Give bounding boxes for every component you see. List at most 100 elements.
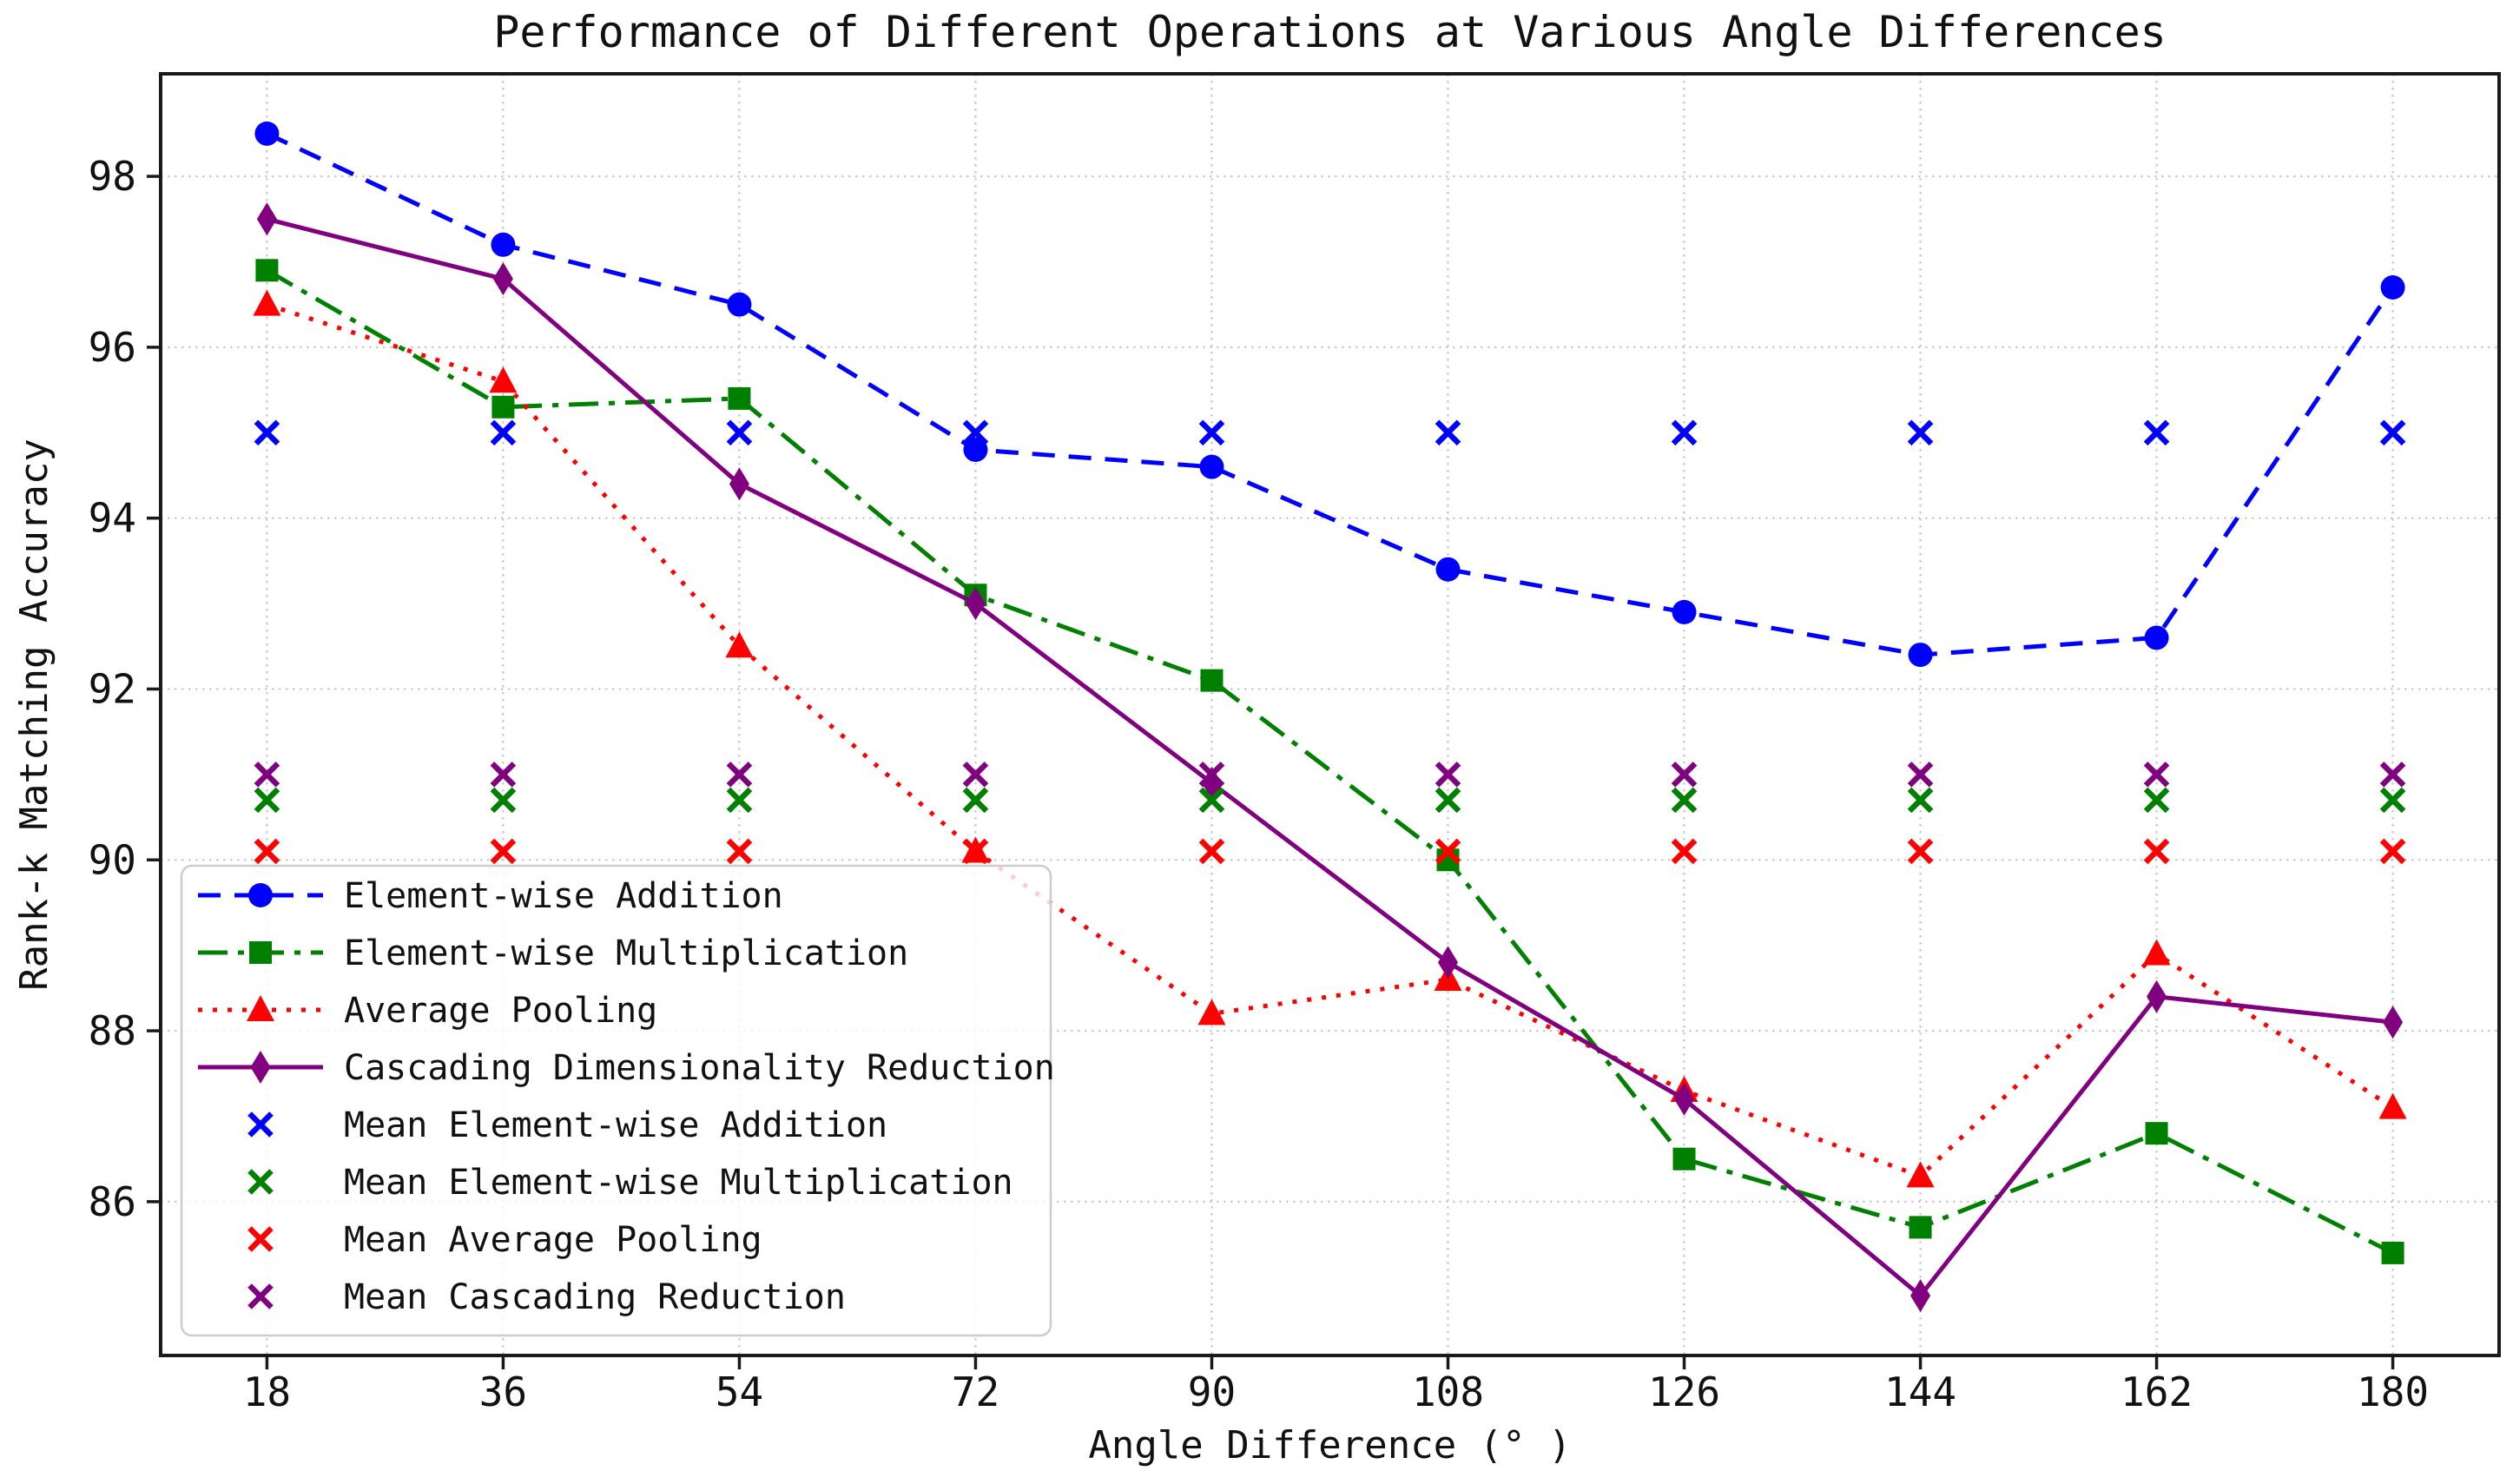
- legend-item-element-wise-addition: Element-wise Addition: [198, 876, 783, 916]
- marker-mean-element-wise-multiplication-144-stroke: [1907, 787, 1934, 814]
- marker-mean-element-wise-addition-18-stroke: [254, 419, 280, 446]
- legend-marker-element-wise-multiplication: [249, 941, 272, 964]
- marker-mean-element-wise-multiplication-18: [254, 787, 280, 814]
- marker-mean-cascading-reduction-162: [2143, 762, 2170, 788]
- marker-mean-element-wise-addition-180-stroke: [2379, 419, 2406, 446]
- legend-marker-mean-element-wise-addition-stroke: [247, 1111, 274, 1138]
- marker-mean-cascading-reduction-90: [1198, 762, 1225, 788]
- marker-cascading-dimensionality-reduction-72: [965, 587, 986, 621]
- series-element-wise-addition: [254, 121, 2405, 668]
- marker-mean-cascading-reduction-54-stroke: [726, 762, 753, 788]
- legend-label-mean-element-wise-addition: Mean Element-wise Addition: [344, 1105, 887, 1145]
- marker-element-wise-addition-54: [727, 292, 752, 317]
- marker-mean-cascading-reduction-144-stroke: [1907, 762, 1934, 788]
- legend-marker-mean-cascading-reduction: [247, 1283, 274, 1309]
- marker-element-wise-multiplication-54: [728, 386, 751, 410]
- series-mean-average-pooling: [254, 838, 2406, 865]
- tick-labels: 18 36 54 72 90 108 126 144 162 180 86 88 90 92 94 96 98: [89, 153, 2430, 1415]
- marker-mean-element-wise-addition-162: [2143, 419, 2170, 446]
- marker-average-pooling-18: [253, 289, 281, 316]
- marker-cascading-dimensionality-reduction-162: [2147, 979, 2167, 1013]
- marker-mean-element-wise-addition-90-stroke: [1198, 419, 1225, 446]
- marker-cascading-dimensionality-reduction-18: [256, 202, 277, 236]
- marker-mean-element-wise-multiplication-36-stroke: [490, 787, 517, 814]
- marker-mean-average-pooling-108: [1435, 838, 1461, 865]
- marker-mean-cascading-reduction-108-stroke: [1435, 762, 1461, 788]
- series-mean-cascading-reduction: [254, 762, 2406, 788]
- marker-mean-element-wise-multiplication-18-stroke: [254, 787, 280, 814]
- legend-marker-cascading-dimensionality-reduction: [250, 1051, 271, 1084]
- marker-mean-element-wise-multiplication-144: [1907, 787, 1934, 814]
- marker-mean-average-pooling-18: [254, 838, 280, 865]
- chart-title: Performance of Different Operations at V…: [493, 7, 2167, 57]
- y-tick-label-96: 96: [89, 324, 136, 371]
- y-tick-label-90: 90: [89, 836, 136, 883]
- x-tick-label-72: 72: [952, 1369, 999, 1415]
- marker-element-wise-addition-162: [2144, 625, 2169, 650]
- marker-average-pooling-90: [1197, 999, 1226, 1026]
- marker-element-wise-addition-36: [491, 232, 516, 257]
- x-tick-label-36: 36: [479, 1369, 527, 1415]
- marker-mean-element-wise-multiplication-54-stroke: [726, 787, 753, 814]
- marker-mean-element-wise-addition-180: [2379, 419, 2406, 446]
- legend-item-mean-element-wise-addition: Mean Element-wise Addition: [247, 1105, 887, 1145]
- marker-element-wise-multiplication-180: [2381, 1241, 2404, 1264]
- marker-mean-average-pooling-90-stroke: [1198, 838, 1225, 865]
- legend-marker-mean-element-wise-multiplication-stroke: [247, 1169, 274, 1195]
- x-tick-label-144: 144: [1884, 1369, 1956, 1415]
- marker-mean-element-wise-addition-144-stroke: [1907, 419, 1934, 446]
- marker-mean-element-wise-addition-162-stroke: [2143, 419, 2170, 446]
- marker-mean-element-wise-addition-72-stroke: [962, 419, 989, 446]
- marker-mean-average-pooling-54: [726, 838, 753, 865]
- plot-border: [159, 72, 2501, 1357]
- legend-marker-mean-average-pooling-stroke: [247, 1226, 274, 1252]
- marker-mean-element-wise-multiplication-72-stroke: [962, 787, 989, 814]
- marker-cascading-dimensionality-reduction-54: [729, 467, 749, 501]
- marker-mean-average-pooling-36-stroke: [490, 838, 517, 865]
- marker-element-wise-addition-144: [1908, 643, 1933, 668]
- marker-average-pooling-144: [1906, 1161, 1935, 1188]
- marker-mean-cascading-reduction-18: [254, 762, 280, 788]
- legend-item-mean-element-wise-multiplication: Mean Element-wise Multiplication: [247, 1163, 1013, 1203]
- legend-label-cascading-dimensionality-reduction: Cascading Dimensionality Reduction: [344, 1048, 1055, 1088]
- marker-mean-average-pooling-108-stroke: [1435, 838, 1461, 865]
- marker-mean-cascading-reduction-162-stroke: [2143, 762, 2170, 788]
- marker-mean-element-wise-addition-54: [726, 419, 753, 446]
- marker-mean-cascading-reduction-126: [1671, 762, 1698, 788]
- legend-label-element-wise-addition: Element-wise Addition: [344, 876, 783, 916]
- marker-element-wise-addition-90: [1199, 454, 1224, 479]
- marker-mean-average-pooling-162: [2143, 838, 2170, 865]
- marker-element-wise-multiplication-36: [491, 395, 515, 419]
- marker-mean-element-wise-addition-144: [1907, 419, 1934, 446]
- marker-element-wise-addition-18: [254, 121, 280, 146]
- legend-item-cascading-dimensionality-reduction: Cascading Dimensionality Reduction: [198, 1048, 1055, 1088]
- marker-average-pooling-162: [2142, 939, 2171, 966]
- marker-cascading-dimensionality-reduction-144: [1910, 1279, 1931, 1313]
- marker-mean-element-wise-multiplication-108-stroke: [1435, 787, 1461, 814]
- marker-mean-cascading-reduction-108: [1435, 762, 1461, 788]
- legend-box: [180, 864, 1052, 1337]
- marker-mean-element-wise-addition-108: [1435, 419, 1461, 446]
- marker-element-wise-multiplication-18: [255, 259, 279, 282]
- marker-mean-element-wise-multiplication-126: [1671, 787, 1698, 814]
- marker-mean-element-wise-multiplication-108: [1435, 787, 1461, 814]
- marker-mean-element-wise-multiplication-126-stroke: [1671, 787, 1698, 814]
- series-mean-element-wise-addition: [254, 419, 2406, 446]
- marker-mean-element-wise-multiplication-180: [2379, 787, 2406, 814]
- marker-average-pooling-36: [489, 366, 518, 393]
- marker-mean-element-wise-addition-126-stroke: [1671, 419, 1698, 446]
- x-tick-label-162: 162: [2121, 1369, 2193, 1415]
- x-tick-label-108: 108: [1412, 1369, 1484, 1415]
- legend-marker-mean-cascading-reduction-stroke: [247, 1283, 274, 1309]
- marker-mean-element-wise-multiplication-90: [1198, 787, 1225, 814]
- marker-mean-cascading-reduction-90-stroke: [1198, 762, 1225, 788]
- legend-item-average-pooling: Average Pooling: [198, 991, 657, 1031]
- line-element-wise-addition: [266, 131, 2395, 657]
- marker-mean-cascading-reduction-18-stroke: [254, 762, 280, 788]
- legend-label-mean-element-wise-multiplication: Mean Element-wise Multiplication: [344, 1163, 1013, 1203]
- marker-mean-element-wise-multiplication-54: [726, 787, 753, 814]
- legend-label-element-wise-multiplication: Element-wise Multiplication: [344, 933, 908, 973]
- y-tick-label-94: 94: [89, 495, 136, 542]
